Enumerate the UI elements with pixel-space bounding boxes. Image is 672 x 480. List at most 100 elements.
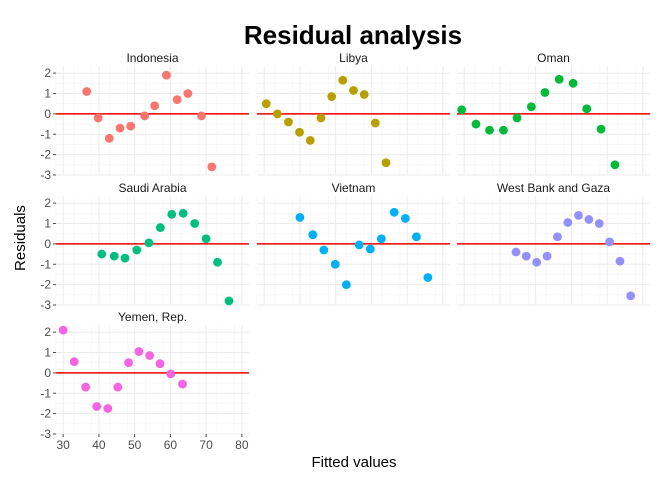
y-tick-label: 2 [44,325,51,339]
facet-strip-label: Vietnam [332,181,376,195]
data-point [354,240,364,250]
y-tick-label: 2 [44,66,51,80]
chart-title: Residual analysis [244,20,462,50]
y-tick-label: -2 [40,407,51,421]
data-point [109,251,119,261]
panel-background [257,196,450,305]
y-tick-label: 0 [44,107,51,121]
data-point [542,251,552,261]
data-point [512,113,522,123]
facet-saudi-arabia: Saudi Arabia 2 1 0 -1 -2 -3 [40,181,249,312]
data-point [359,90,369,99]
data-point [167,209,177,219]
y-tick-label: 0 [44,237,51,251]
facet-oman: Oman [456,51,650,176]
data-point [471,119,481,129]
data-point [224,296,234,306]
data-point [124,358,133,368]
data-point [183,89,193,98]
data-point [511,247,521,257]
y-tick-label: -2 [40,278,51,292]
data-point [115,123,125,133]
data-point [178,379,187,389]
data-point [93,113,103,123]
data-point [330,259,340,269]
y-tick-label: 1 [44,87,51,101]
data-point [172,95,182,105]
facet-strip-label: Yemen, Rep. [118,310,187,324]
data-point [568,78,578,88]
facet-strip-label: Oman [537,51,570,65]
y-tick-label: -1 [40,127,51,141]
panel-background [457,196,650,305]
data-point [103,404,113,413]
data-point [134,347,144,356]
data-point [540,88,550,97]
data-point [584,215,594,224]
data-point [596,124,606,134]
x-tick-label: 50 [128,438,142,452]
facet-strip-label: West Bank and Gaza [497,181,611,195]
panel-background [56,66,249,175]
data-point [615,256,625,266]
data-point [261,99,271,109]
data-point [389,207,399,217]
data-point [605,237,615,247]
y-tick-label: -3 [40,427,51,441]
y-tick-label: -3 [40,168,51,182]
facet-yemen-rep: Yemen, Rep. 2 1 0 -1 -2 -3 30 40 50 60 70 80 [40,310,249,452]
facet-strip-label: Libya [339,51,368,65]
data-point [574,210,583,220]
data-point [526,102,536,112]
facet-panels: Indonesia 2 1 0 -1 -2 -3 Libya Oman Saudi Arabia 2… [40,51,650,452]
panel-background [56,325,249,434]
data-point [155,359,165,369]
panel-background [56,196,249,305]
x-tick-label: 60 [164,438,178,452]
y-tick-label: -1 [40,257,51,271]
data-point [178,208,188,218]
data-point [341,280,351,290]
data-point [457,105,467,115]
data-point [305,135,315,145]
data-point [594,219,604,228]
data-point [145,351,155,360]
data-point [81,382,91,392]
x-tick-label: 40 [92,438,106,452]
data-point [150,101,160,111]
data-point [582,104,592,114]
y-tick-label: 1 [44,217,51,231]
data-point [126,121,136,131]
y-tick-label: -3 [40,298,51,312]
data-point [82,87,92,96]
data-point [92,402,102,411]
y-tick-label: 1 [44,346,51,360]
data-point [69,357,79,367]
facet-vietnam: Vietnam [256,181,450,306]
data-point [308,230,318,240]
data-point [197,111,206,121]
data-point [97,249,107,259]
data-point [423,273,433,282]
x-tick-label: 70 [199,438,213,452]
panel-background [457,66,650,175]
data-point [319,245,329,255]
facet-west-bank-and-gaza: West Bank and Gaza [456,181,650,306]
y-tick-label: 2 [44,196,51,210]
data-point [532,257,542,267]
data-point [155,223,165,232]
data-point [610,160,620,170]
data-point [213,257,222,267]
data-point [104,133,114,143]
facet-strip-label: Saudi Arabia [118,181,186,195]
y-tick-label: -2 [40,148,51,162]
data-point [166,369,176,379]
data-point [190,219,200,228]
data-point [349,86,358,95]
data-point [201,234,211,244]
data-point [365,244,375,254]
data-point [113,382,123,392]
data-point [563,218,573,227]
x-tick-label: 30 [56,438,70,452]
data-point [140,111,150,121]
